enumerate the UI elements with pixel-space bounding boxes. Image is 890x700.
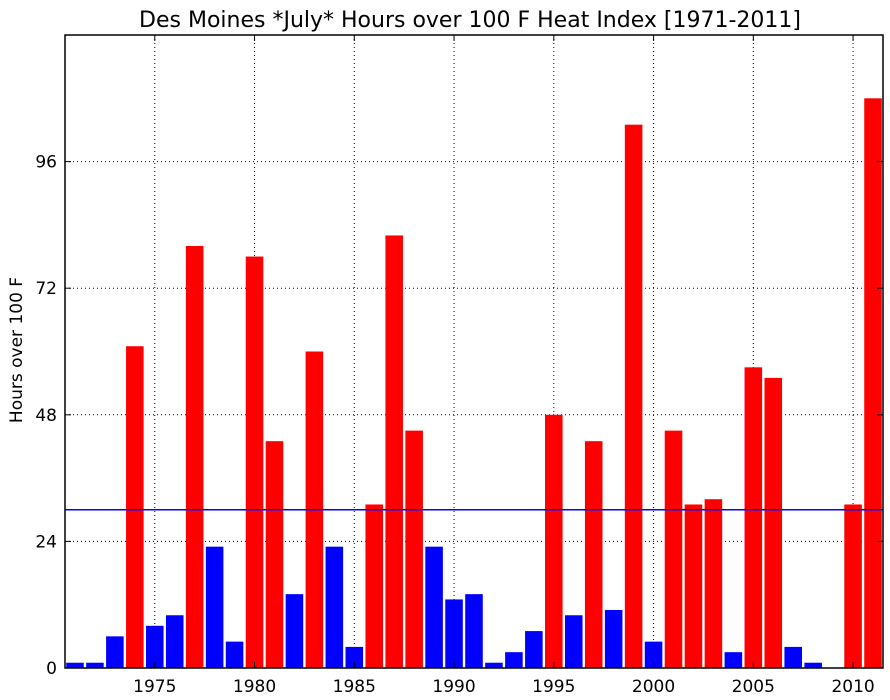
bar-1974: [126, 346, 144, 668]
bar-1982: [285, 594, 304, 668]
bar-1975: [146, 625, 164, 668]
bar-1980: [245, 256, 264, 668]
bar-2002: [684, 504, 703, 668]
bar-2004: [724, 652, 743, 668]
bars: [66, 98, 882, 669]
bar-1989: [425, 546, 443, 668]
plot-frame: [64, 34, 884, 669]
x-tick-label: 1990: [432, 677, 475, 697]
bar-2007: [784, 646, 802, 668]
bar-1976: [165, 615, 184, 668]
bar-1995: [545, 414, 563, 668]
chart-title: Des Moines *July* Hours over 100 F Heat …: [139, 8, 801, 33]
bar-2006: [764, 377, 783, 668]
bar-1993: [505, 652, 523, 668]
y-axis-label: Hours over 100 F: [7, 277, 27, 423]
bar-1987: [385, 235, 403, 668]
x-tick-label: 2010: [831, 677, 874, 697]
bar-1994: [525, 631, 543, 668]
bar-1973: [106, 636, 124, 668]
bar-2003: [704, 499, 723, 668]
bar-1972: [86, 662, 104, 668]
bar-1977: [185, 246, 204, 668]
bar-1991: [465, 594, 483, 668]
x-tick-label: 1980: [233, 677, 276, 697]
y-tick-label: 72: [35, 279, 57, 299]
bar-1986: [365, 504, 384, 668]
bar-1998: [604, 609, 623, 668]
bar-2011: [864, 98, 882, 669]
bar-1990: [445, 599, 463, 668]
bar-1997: [584, 441, 603, 668]
bar-2008: [804, 662, 822, 668]
y-tick-label: 48: [35, 406, 57, 426]
x-tick-label: 1985: [333, 677, 376, 697]
bar-2000: [644, 641, 663, 668]
bar-1971: [66, 662, 84, 668]
bar-1979: [225, 641, 244, 668]
bar-1984: [325, 546, 344, 668]
bar-1996: [564, 615, 583, 668]
x-tick-label: 2005: [732, 677, 775, 697]
bar-1981: [265, 441, 284, 668]
bar-2005: [744, 367, 763, 668]
bar-2001: [664, 430, 683, 668]
bar-1978: [205, 546, 224, 668]
y-tick-label: 24: [35, 532, 57, 552]
x-tick-label: 1995: [532, 677, 575, 697]
y-tick-label: 0: [46, 659, 57, 679]
bar-1985: [345, 646, 364, 668]
x-tick-label: 2000: [632, 677, 675, 697]
bar-1999: [624, 124, 643, 669]
bar-1988: [405, 430, 423, 668]
y-tick-label: 96: [35, 153, 57, 173]
x-tick-label: 1975: [133, 677, 176, 697]
axis-ticks: 0 24 48 72 96 1975 1980 1985 1990 1995 2000 2005 201…: [35, 35, 883, 697]
bar-1992: [485, 662, 503, 668]
bar-2010: [844, 504, 862, 668]
